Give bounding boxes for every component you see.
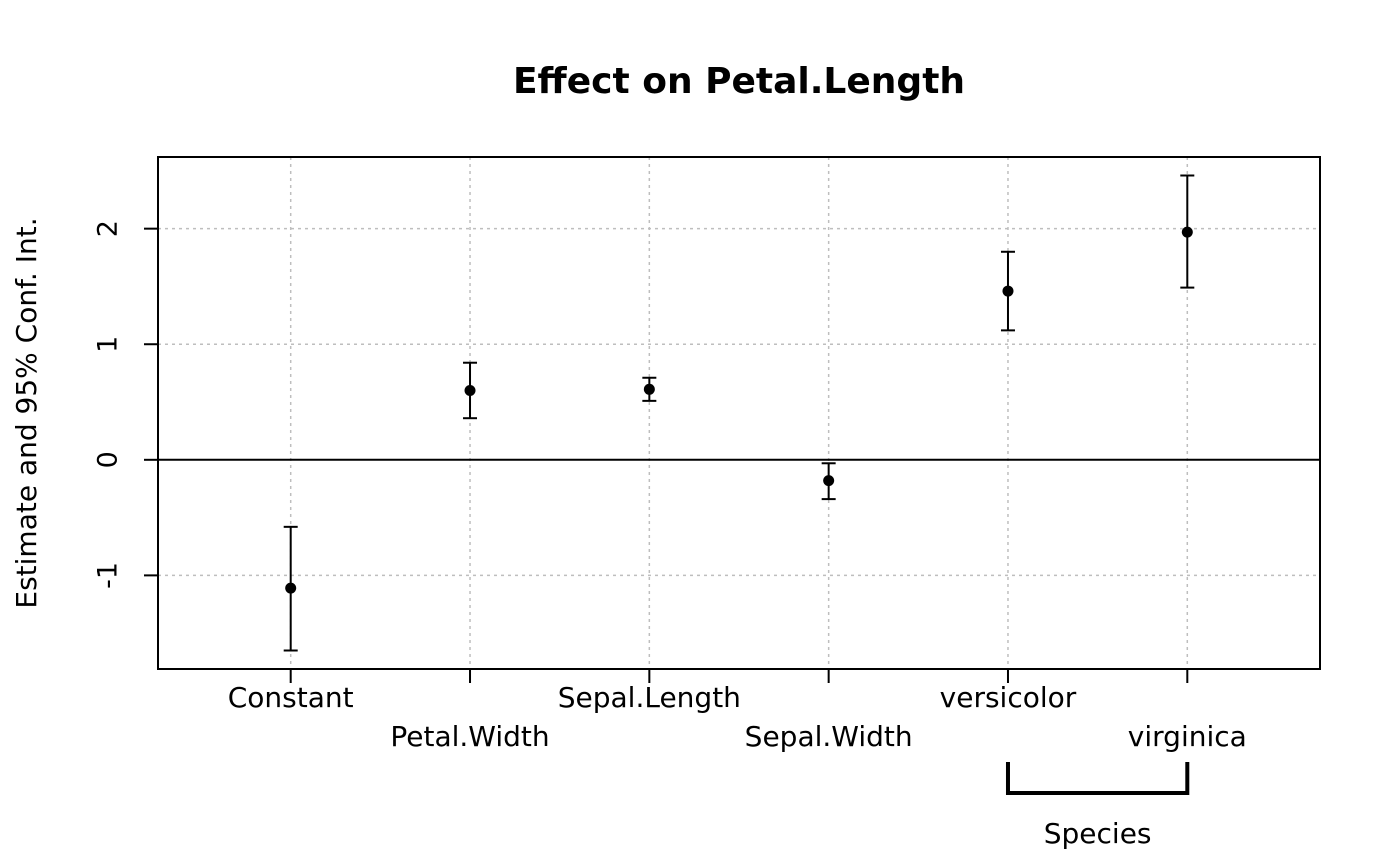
y-axis-label: Estimate and 95% Conf. Int. <box>10 217 43 608</box>
x-tick-label: Sepal.Width <box>745 720 913 753</box>
y-tick-label: -1 <box>93 562 124 589</box>
x-tick-label: virginica <box>1128 720 1247 753</box>
y-tick-label: 0 <box>93 451 124 468</box>
chart-title: Effect on Petal.Length <box>513 61 965 102</box>
estimate-point <box>1002 285 1014 297</box>
estimate-point <box>643 383 655 395</box>
estimate-point <box>823 475 835 487</box>
plot-frame <box>157 156 1321 670</box>
estimate-point <box>285 582 297 594</box>
y-tick-label: 1 <box>93 336 124 353</box>
x-tick-label: versicolor <box>940 681 1077 714</box>
group-bracket <box>1005 762 1190 795</box>
estimate-point <box>464 384 476 396</box>
x-tick-label: Petal.Width <box>390 720 549 753</box>
x-tick-label: Sepal.Length <box>558 681 741 714</box>
group-label: Species <box>1044 817 1152 850</box>
estimate-point <box>1181 226 1193 238</box>
y-tick-label: 2 <box>93 220 124 237</box>
x-tick-label: Constant <box>228 681 354 714</box>
